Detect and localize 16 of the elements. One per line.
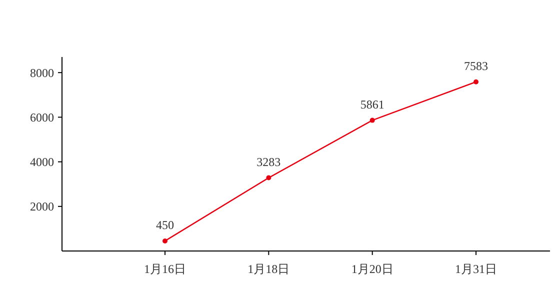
x-tick-label: 1月31日 xyxy=(455,262,497,276)
y-tick-label: 6000 xyxy=(30,110,54,124)
x-tick-label: 1月16日 xyxy=(144,262,186,276)
data-label: 450 xyxy=(156,218,174,232)
y-tick-label: 8000 xyxy=(30,66,54,80)
point xyxy=(474,79,478,84)
y-tick-label: 4000 xyxy=(30,155,54,170)
x-tick-label: 1月18日 xyxy=(248,262,290,276)
data-label: 5861 xyxy=(360,97,384,112)
point xyxy=(162,238,168,244)
x-tick-label: 1月20日 xyxy=(351,262,394,276)
data-label: 3283 xyxy=(256,154,281,169)
data-label: 7583 xyxy=(464,58,488,73)
y-tick-label: 2000 xyxy=(30,200,54,214)
point xyxy=(370,118,375,123)
point xyxy=(266,175,272,180)
